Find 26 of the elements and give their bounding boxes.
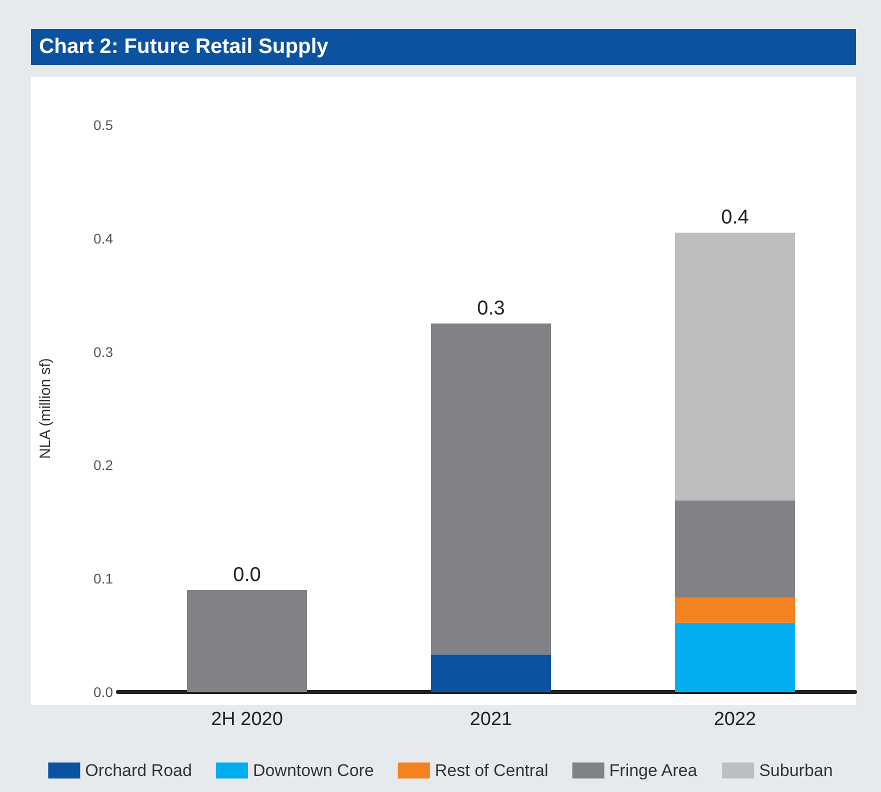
y-tick-label: 0.1 bbox=[94, 570, 114, 587]
x-tick-label: 2022 bbox=[714, 709, 756, 730]
legend-label: Suburban bbox=[759, 761, 833, 780]
y-tick-label: 0.5 bbox=[94, 117, 114, 133]
total-label: 0.4 bbox=[721, 206, 749, 229]
y-tick-label: 0.0 bbox=[94, 684, 114, 700]
y-tick-label: 0.4 bbox=[94, 230, 114, 246]
y-tick-label: 0.2 bbox=[94, 457, 114, 474]
bar bbox=[675, 598, 795, 623]
bar bbox=[675, 622, 795, 692]
bar bbox=[675, 500, 795, 598]
bar bbox=[431, 654, 551, 692]
legend-label: Downtown Core bbox=[252, 761, 374, 780]
y-tick-label: 0.3 bbox=[94, 344, 114, 360]
legend-label: Orchard Road bbox=[85, 761, 192, 780]
legend-label: Rest of Central bbox=[434, 761, 548, 780]
chart-title: Chart 2: Future Retail Supply bbox=[31, 29, 856, 65]
x-tick-label: 2H 2020 bbox=[211, 709, 283, 730]
bar bbox=[187, 590, 307, 692]
y-axis-title: NLA (million sf) bbox=[37, 358, 54, 459]
bar bbox=[675, 232, 795, 500]
legend-label: Fringe Area bbox=[609, 761, 698, 780]
x-tick-label: 2021 bbox=[470, 709, 512, 730]
total-label: 0.0 bbox=[233, 564, 261, 586]
total-label: 0.3 bbox=[477, 297, 505, 320]
bar bbox=[431, 323, 551, 655]
